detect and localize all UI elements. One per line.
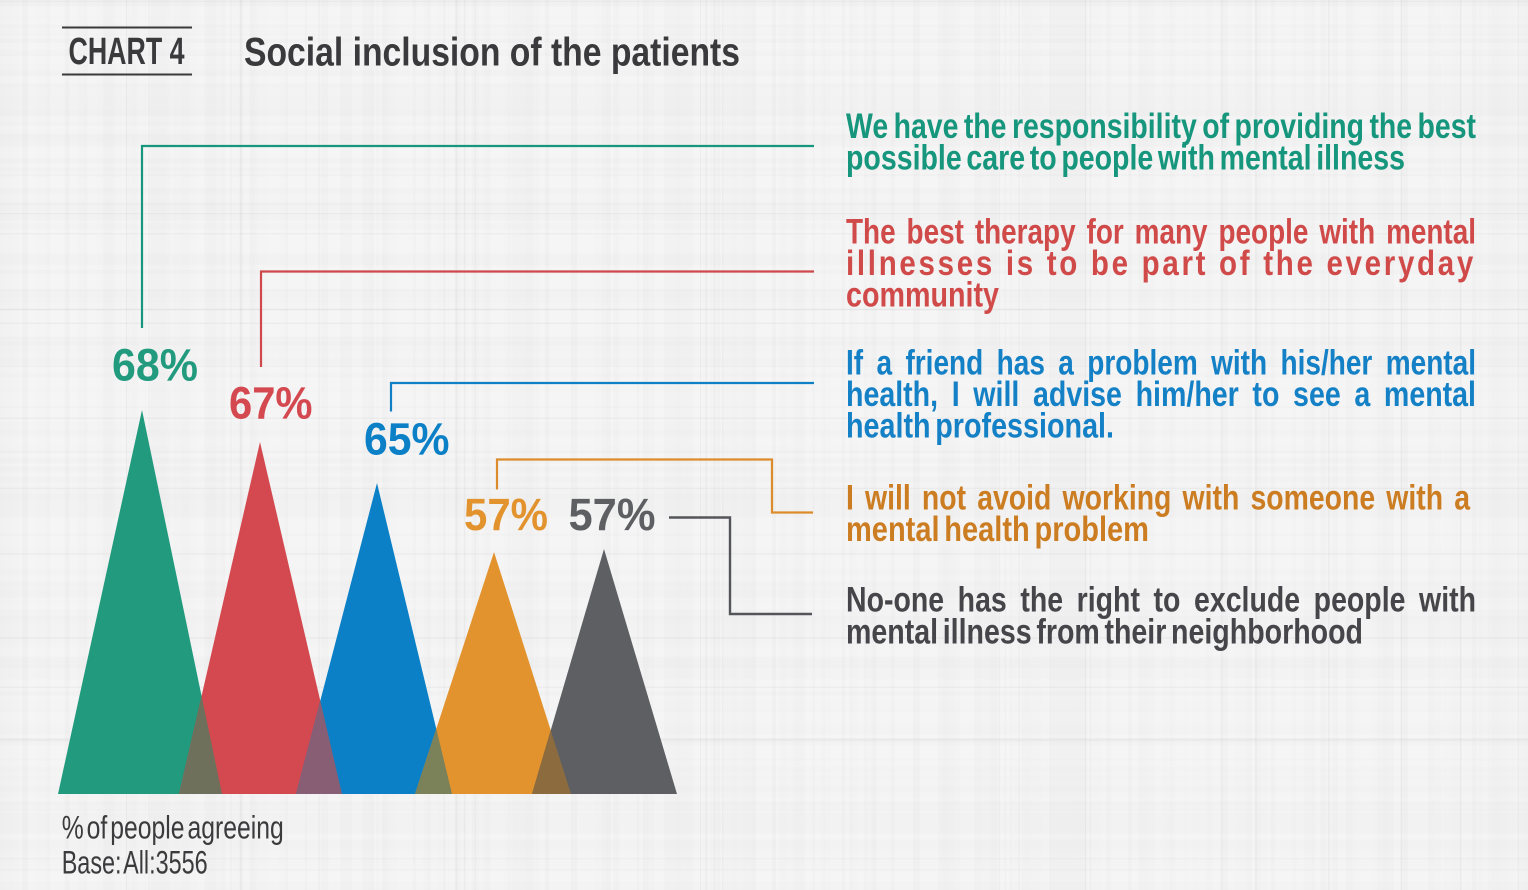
- svg-text:community: community: [846, 276, 999, 315]
- svg-text:health, I will advise him/her: health, I will advise him/her to see a m…: [846, 375, 1476, 414]
- svg-text:57%: 57%: [569, 489, 656, 540]
- svg-text:The best therapy for many peop: The best therapy for many people with me…: [846, 212, 1476, 251]
- svg-text:Social inclusion of the patien: Social inclusion of the patients: [244, 31, 740, 75]
- svg-text:health professional.: health professional.: [846, 407, 1114, 446]
- svg-text:We have the responsibility of: We have the responsibility of providing …: [846, 107, 1476, 146]
- svg-text:67%: 67%: [229, 378, 313, 429]
- svg-text:65%: 65%: [364, 413, 450, 464]
- svg-text:I will not avoid working with: I will not avoid working with someone wi…: [846, 479, 1470, 518]
- svg-text:68%: 68%: [112, 340, 198, 391]
- svg-text:possible care to people with m: possible care to people with mental illn…: [846, 138, 1405, 177]
- svg-text:illnesses is to be part of the: illnesses is to be part of the everyday: [846, 244, 1476, 283]
- svg-text:If a friend has a problem with: If a friend has a problem with his/her m…: [846, 343, 1476, 382]
- svg-text:% of people agreeing: % of people agreeing: [62, 809, 284, 845]
- svg-text:Base: All:3556: Base: All:3556: [62, 844, 208, 880]
- svg-text:57%: 57%: [464, 489, 548, 540]
- svg-text:CHART 4: CHART 4: [69, 31, 185, 73]
- svg-text:mental health problem: mental health problem: [846, 510, 1149, 549]
- svg-text:mental illness from their neig: mental illness from their neighborhood: [846, 612, 1363, 651]
- svg-text:No-one has the right to exclud: No-one has the right to exclude people w…: [846, 581, 1476, 620]
